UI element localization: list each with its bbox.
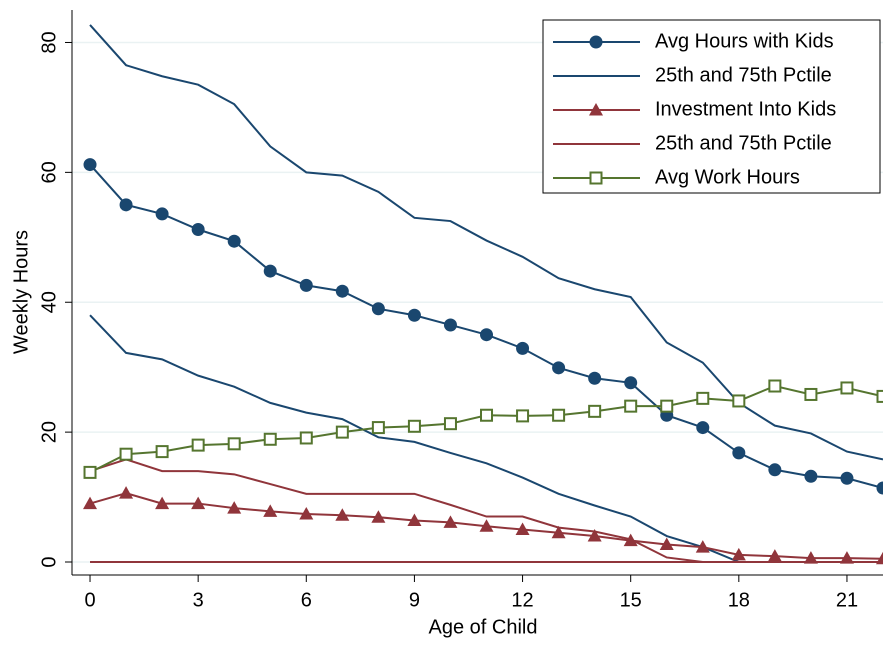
x-tick-label: 9 [409,589,420,611]
point [553,410,564,421]
point [841,382,852,393]
point [192,223,205,236]
legend-label: Investment Into Kids [655,98,836,120]
point [516,342,529,355]
point [85,467,96,478]
point [805,389,816,400]
y-tick-label: 60 [38,161,60,183]
point [661,401,672,412]
legend-label: 25th and 75th Pctile [655,132,832,154]
point [193,440,204,451]
point [84,158,97,171]
point [444,318,457,331]
y-tick-label: 80 [38,31,60,53]
point [157,446,168,457]
point [373,422,384,433]
point [769,381,780,392]
y-axis-label: Weekly Hours [10,230,32,354]
point [264,265,277,278]
point [696,421,709,434]
legend-label: Avg Work Hours [655,166,800,188]
point [337,427,348,438]
point [336,285,349,298]
point [624,376,637,389]
point [228,235,241,248]
percentile-line [90,459,883,562]
point [589,406,600,417]
point [480,328,493,341]
x-axis-label: Age of Child [429,616,538,638]
point [733,395,744,406]
point [445,418,456,429]
x-tick-label: 0 [84,589,95,611]
y-tick-label: 0 [38,556,60,567]
point [517,410,528,421]
x-tick-label: 12 [511,589,533,611]
y-tick-label: 20 [38,421,60,443]
point [768,463,781,476]
point [229,438,240,449]
point [588,372,601,385]
point [301,432,312,443]
point [625,401,636,412]
point [840,472,853,485]
x-tick-label: 3 [193,589,204,611]
point [697,393,708,404]
x-tick-label: 6 [301,589,312,611]
point [878,391,883,402]
point [156,207,169,220]
point [481,410,492,421]
point [121,449,132,460]
x-tick-label: 18 [728,589,750,611]
point [265,434,276,445]
point [732,446,745,459]
legend-label: Avg Hours with Kids [655,30,834,52]
legend-marker [591,173,602,184]
point [552,361,565,374]
point [877,481,883,494]
series-line [90,386,883,472]
x-tick-label: 15 [620,589,642,611]
point [372,302,385,315]
point [119,486,133,499]
x-tick-label: 21 [836,589,858,611]
point [300,279,313,292]
legend-marker [590,36,603,49]
point [804,470,817,483]
point [120,198,133,211]
series-line [90,165,883,488]
legend-label: 25th and 75th Pctile [655,64,832,86]
point [408,309,421,322]
point [409,421,420,432]
y-tick-label: 40 [38,291,60,313]
